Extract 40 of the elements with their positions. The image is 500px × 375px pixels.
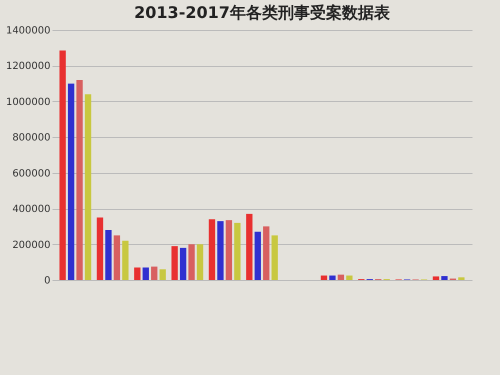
y-tick-label: 800000	[12, 132, 50, 144]
bar	[96, 218, 104, 280]
bar	[122, 240, 129, 280]
bar	[272, 235, 278, 280]
bar	[76, 80, 83, 280]
chart-title: 2013-2017年各类刑事受案数据表	[134, 3, 391, 22]
y-tick-label: 0	[44, 276, 50, 286]
bar	[59, 50, 66, 280]
y-tick-label: 200000	[12, 240, 50, 251]
bar	[151, 266, 158, 280]
bar	[441, 276, 448, 280]
bar	[114, 235, 120, 280]
bar	[432, 276, 440, 280]
bar	[458, 277, 465, 280]
bar	[234, 222, 241, 280]
bar	[68, 84, 74, 280]
y-tick-label: 1200000	[6, 61, 50, 72]
bar	[142, 268, 149, 280]
bar	[217, 221, 224, 280]
bar	[226, 220, 232, 280]
bar	[105, 230, 112, 280]
bar	[246, 214, 252, 280]
bar	[208, 219, 216, 280]
bar	[180, 248, 186, 280]
y-tick-label: 1000000	[6, 96, 50, 108]
y-tick-label: 400000	[12, 204, 50, 216]
bar	[338, 274, 344, 280]
bar	[160, 269, 166, 280]
bar	[188, 244, 195, 280]
bar	[134, 268, 140, 280]
bar	[171, 246, 178, 280]
bar	[254, 232, 261, 280]
bar	[84, 94, 92, 280]
bar	[263, 226, 270, 280]
y-tick-label: 1400000	[6, 26, 50, 36]
bar	[329, 276, 336, 280]
bar	[320, 276, 328, 280]
bar	[196, 244, 204, 280]
y-tick-label: 600000	[12, 168, 50, 180]
bar	[346, 276, 353, 280]
